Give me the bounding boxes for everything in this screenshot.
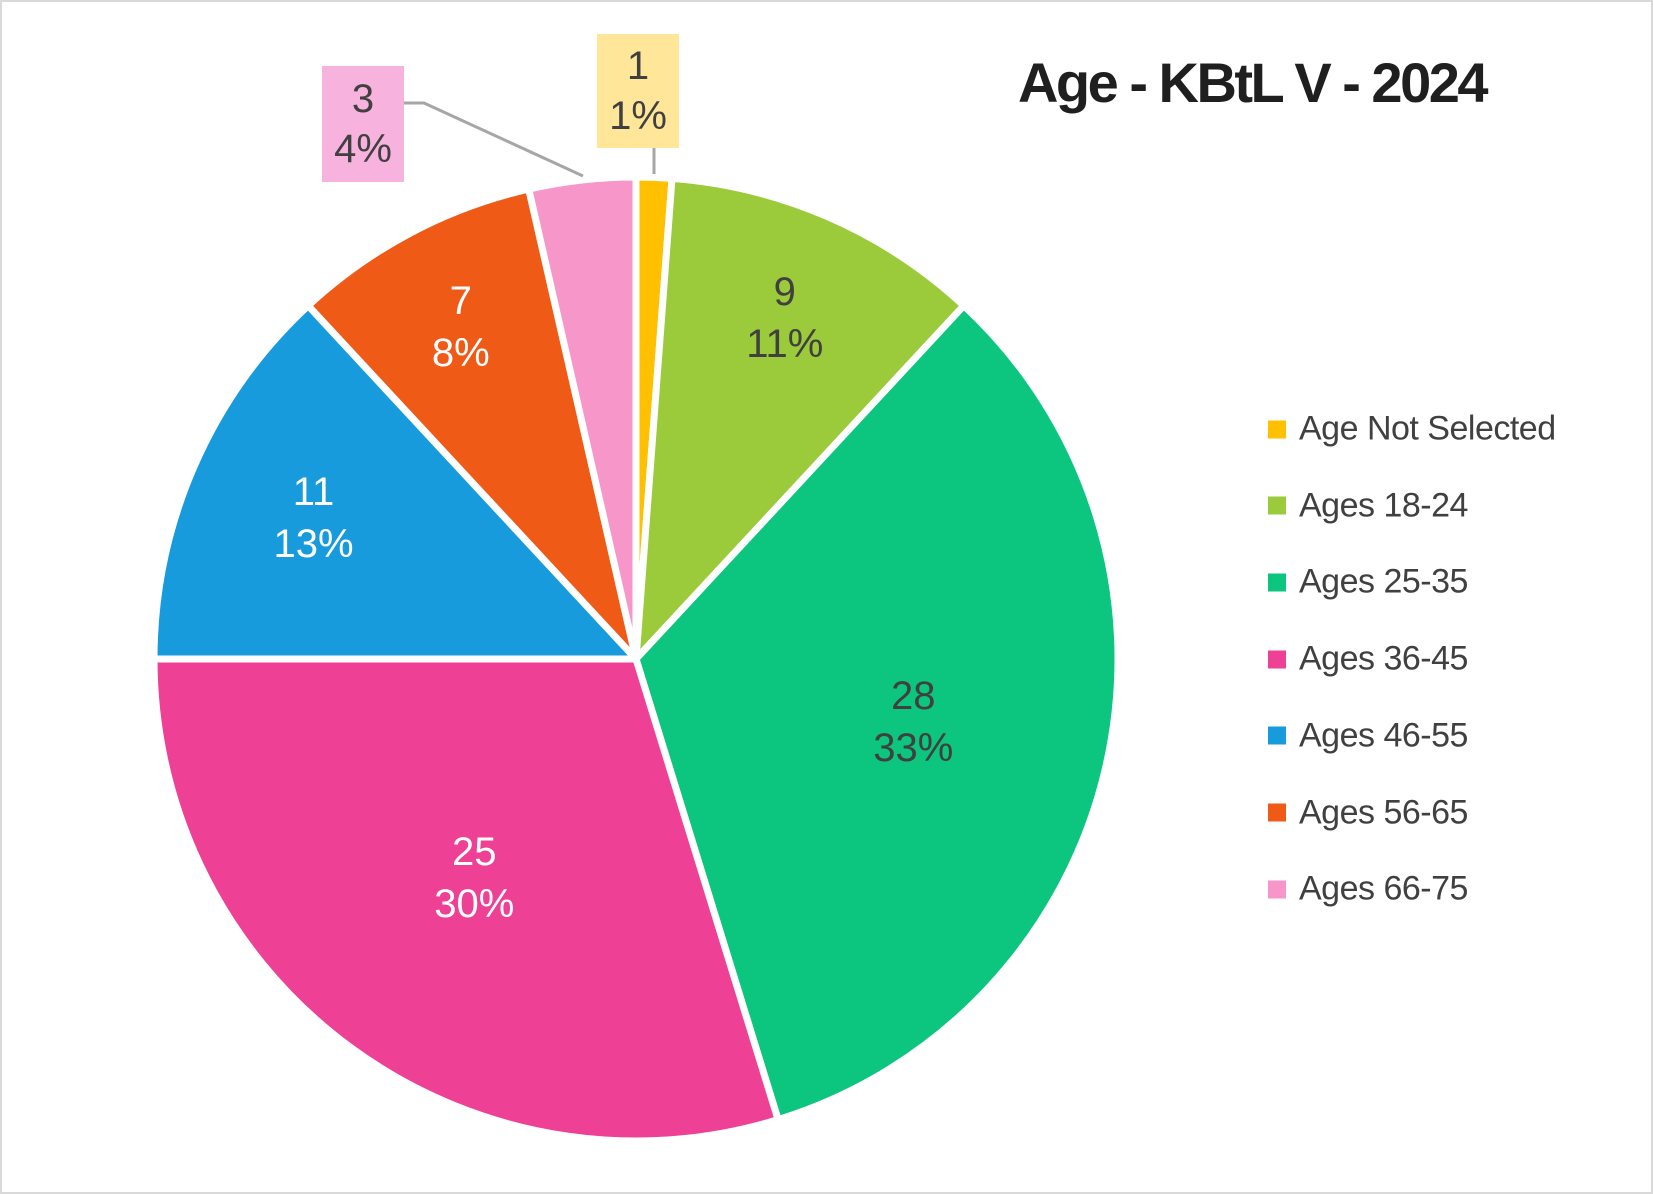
legend-marker-ages-56-65 xyxy=(1268,803,1286,822)
legend-label: Ages 46-55 xyxy=(1299,716,1468,755)
legend-item-ages-36-45[interactable]: Ages 36-45 xyxy=(1268,640,1468,679)
callout-label-ages-66-75: 3 4% xyxy=(322,66,404,182)
callout-label-age-not-selected: 1 1% xyxy=(597,34,679,148)
chart-title: Age - KBtL V - 2024 xyxy=(1017,51,1489,114)
pie-slice-ages-36-45[interactable] xyxy=(150,655,782,1145)
legend-label: Age Not Selected xyxy=(1299,409,1556,448)
legend-item-ages-46-55[interactable]: Ages 46-55 xyxy=(1268,716,1468,755)
legend-item-age-not-selected[interactable]: Age Not Selected xyxy=(1268,410,1556,449)
pie-slice-ages-25-35[interactable] xyxy=(632,302,1122,1124)
legend-marker-ages-36-45 xyxy=(1268,650,1286,669)
legend-item-ages-25-35[interactable]: Ages 25-35 xyxy=(1268,563,1468,602)
pie-slice-ages-46-55[interactable] xyxy=(150,302,640,663)
legend-item-ages-56-65[interactable]: Ages 56-65 xyxy=(1268,793,1468,832)
callout-label-value: 1 xyxy=(626,44,650,88)
legend-label: Ages 18-24 xyxy=(1299,486,1468,525)
leader-line-ages-66-75 xyxy=(404,101,584,178)
callout-label-percent: 1% xyxy=(609,94,667,138)
legend-marker-ages-25-35 xyxy=(1268,573,1286,592)
legend-item-ages-18-24[interactable]: Ages 18-24 xyxy=(1268,486,1468,525)
legend-item-ages-66-75[interactable]: Ages 66-75 xyxy=(1268,870,1468,909)
legend-label: Ages 36-45 xyxy=(1299,639,1468,678)
legend-marker-ages-66-75 xyxy=(1268,880,1286,899)
pie-slice-ages-66-75[interactable] xyxy=(525,173,640,663)
legend-label: Ages 56-65 xyxy=(1299,793,1468,831)
callout-label-value: 3 xyxy=(351,77,375,121)
callout-label-percent: 4% xyxy=(334,127,392,171)
legend-label: Ages 25-35 xyxy=(1299,562,1468,601)
pie-slice-ages-18-24[interactable] xyxy=(632,174,968,663)
legend-marker-ages-18-24 xyxy=(1268,496,1286,515)
legend-label: Ages 66-75 xyxy=(1299,869,1468,908)
legend-marker-age-not-selected xyxy=(1268,420,1286,438)
legend-marker-ages-46-55 xyxy=(1268,726,1286,745)
